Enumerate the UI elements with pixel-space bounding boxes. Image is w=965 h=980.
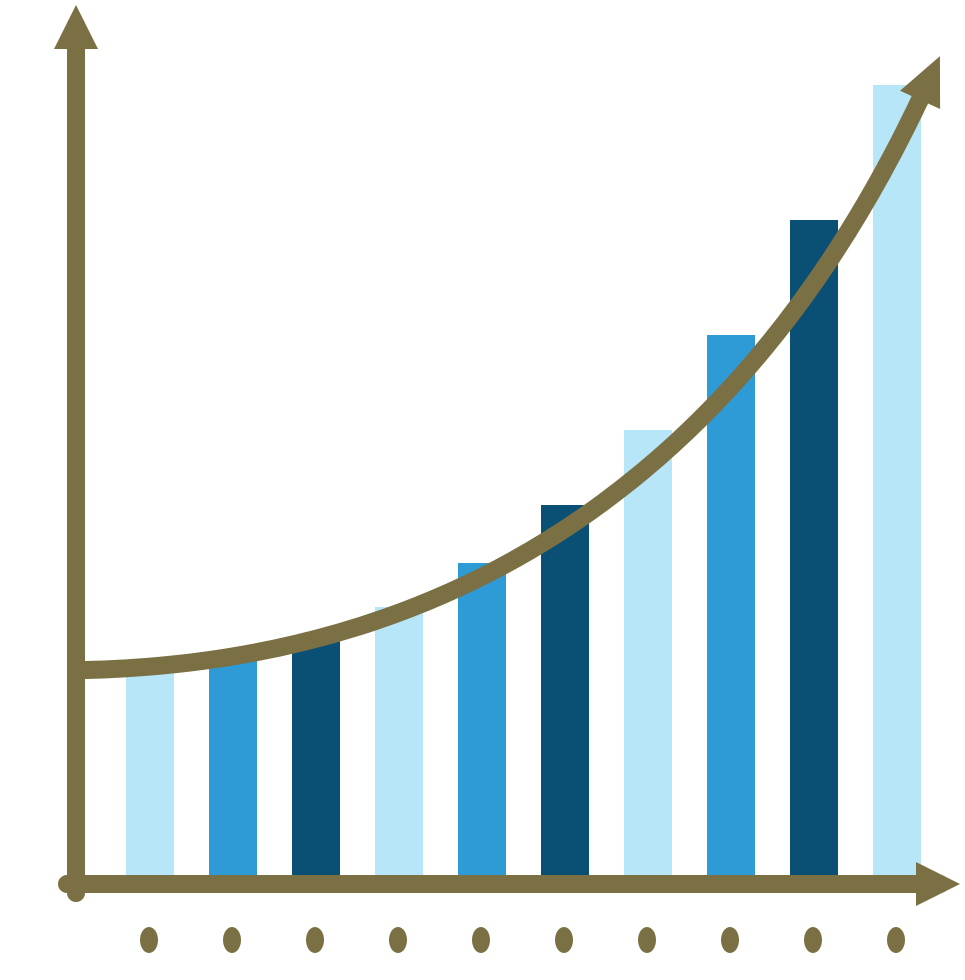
- x-tick-9: [804, 927, 822, 953]
- bar-10: [873, 85, 921, 875]
- x-tick-8: [721, 927, 739, 953]
- bar-1: [126, 670, 174, 875]
- bar-3: [292, 640, 340, 875]
- x-tick-1: [140, 927, 158, 953]
- bar-6: [541, 505, 589, 875]
- x-tick-4: [389, 927, 407, 953]
- bar-4: [375, 607, 423, 875]
- x-tick-7: [638, 927, 656, 953]
- x-tick-2: [223, 927, 241, 953]
- x-tick-6: [555, 927, 573, 953]
- x-tick-3: [306, 927, 324, 953]
- x-tick-5: [472, 927, 490, 953]
- x-tick-10: [887, 927, 905, 953]
- bar-2: [209, 660, 257, 875]
- bar-7: [624, 430, 672, 875]
- growth-chart: [0, 0, 965, 980]
- bar-5: [458, 563, 506, 875]
